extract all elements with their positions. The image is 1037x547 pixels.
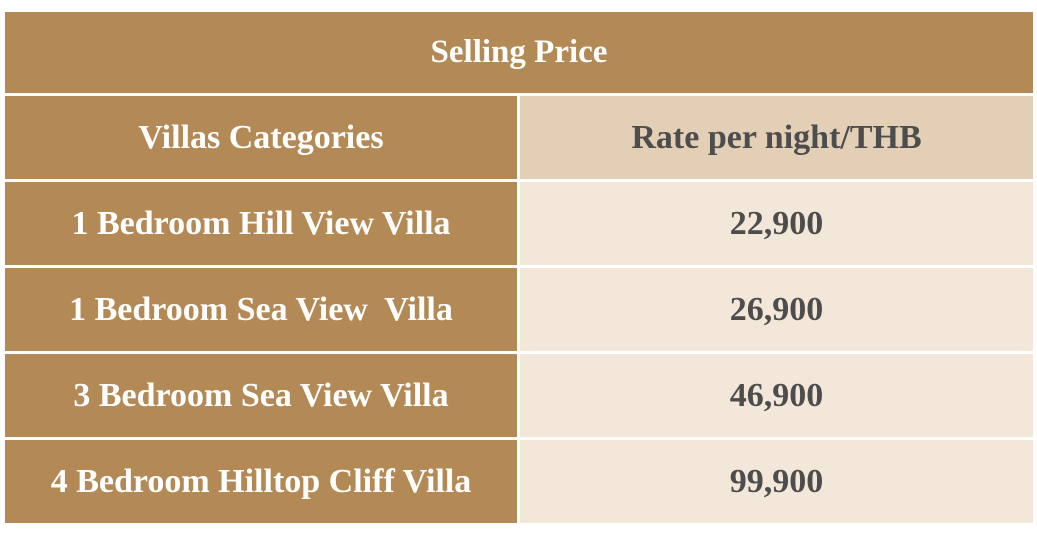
rate: 46,900 bbox=[520, 354, 1033, 437]
column-header: Rate per night/THB bbox=[520, 96, 1033, 179]
table-title: Selling Price bbox=[5, 12, 1033, 93]
villa-category: 4 Bedroom Hilltop Cliff Villa bbox=[5, 440, 517, 523]
rate: 22,900 bbox=[520, 182, 1033, 265]
villa-category: 3 Bedroom Sea View Villa bbox=[5, 354, 517, 437]
column-header: Villas Categories bbox=[5, 96, 517, 179]
price-table: Selling Price Villas Categories Rate per… bbox=[5, 12, 1033, 523]
villa-category: 1 Bedroom Hill View Villa bbox=[5, 182, 517, 265]
rate: 99,900 bbox=[520, 440, 1033, 523]
rate: 26,900 bbox=[520, 268, 1033, 351]
villa-category: 1 Bedroom Sea View Villa bbox=[5, 268, 517, 351]
